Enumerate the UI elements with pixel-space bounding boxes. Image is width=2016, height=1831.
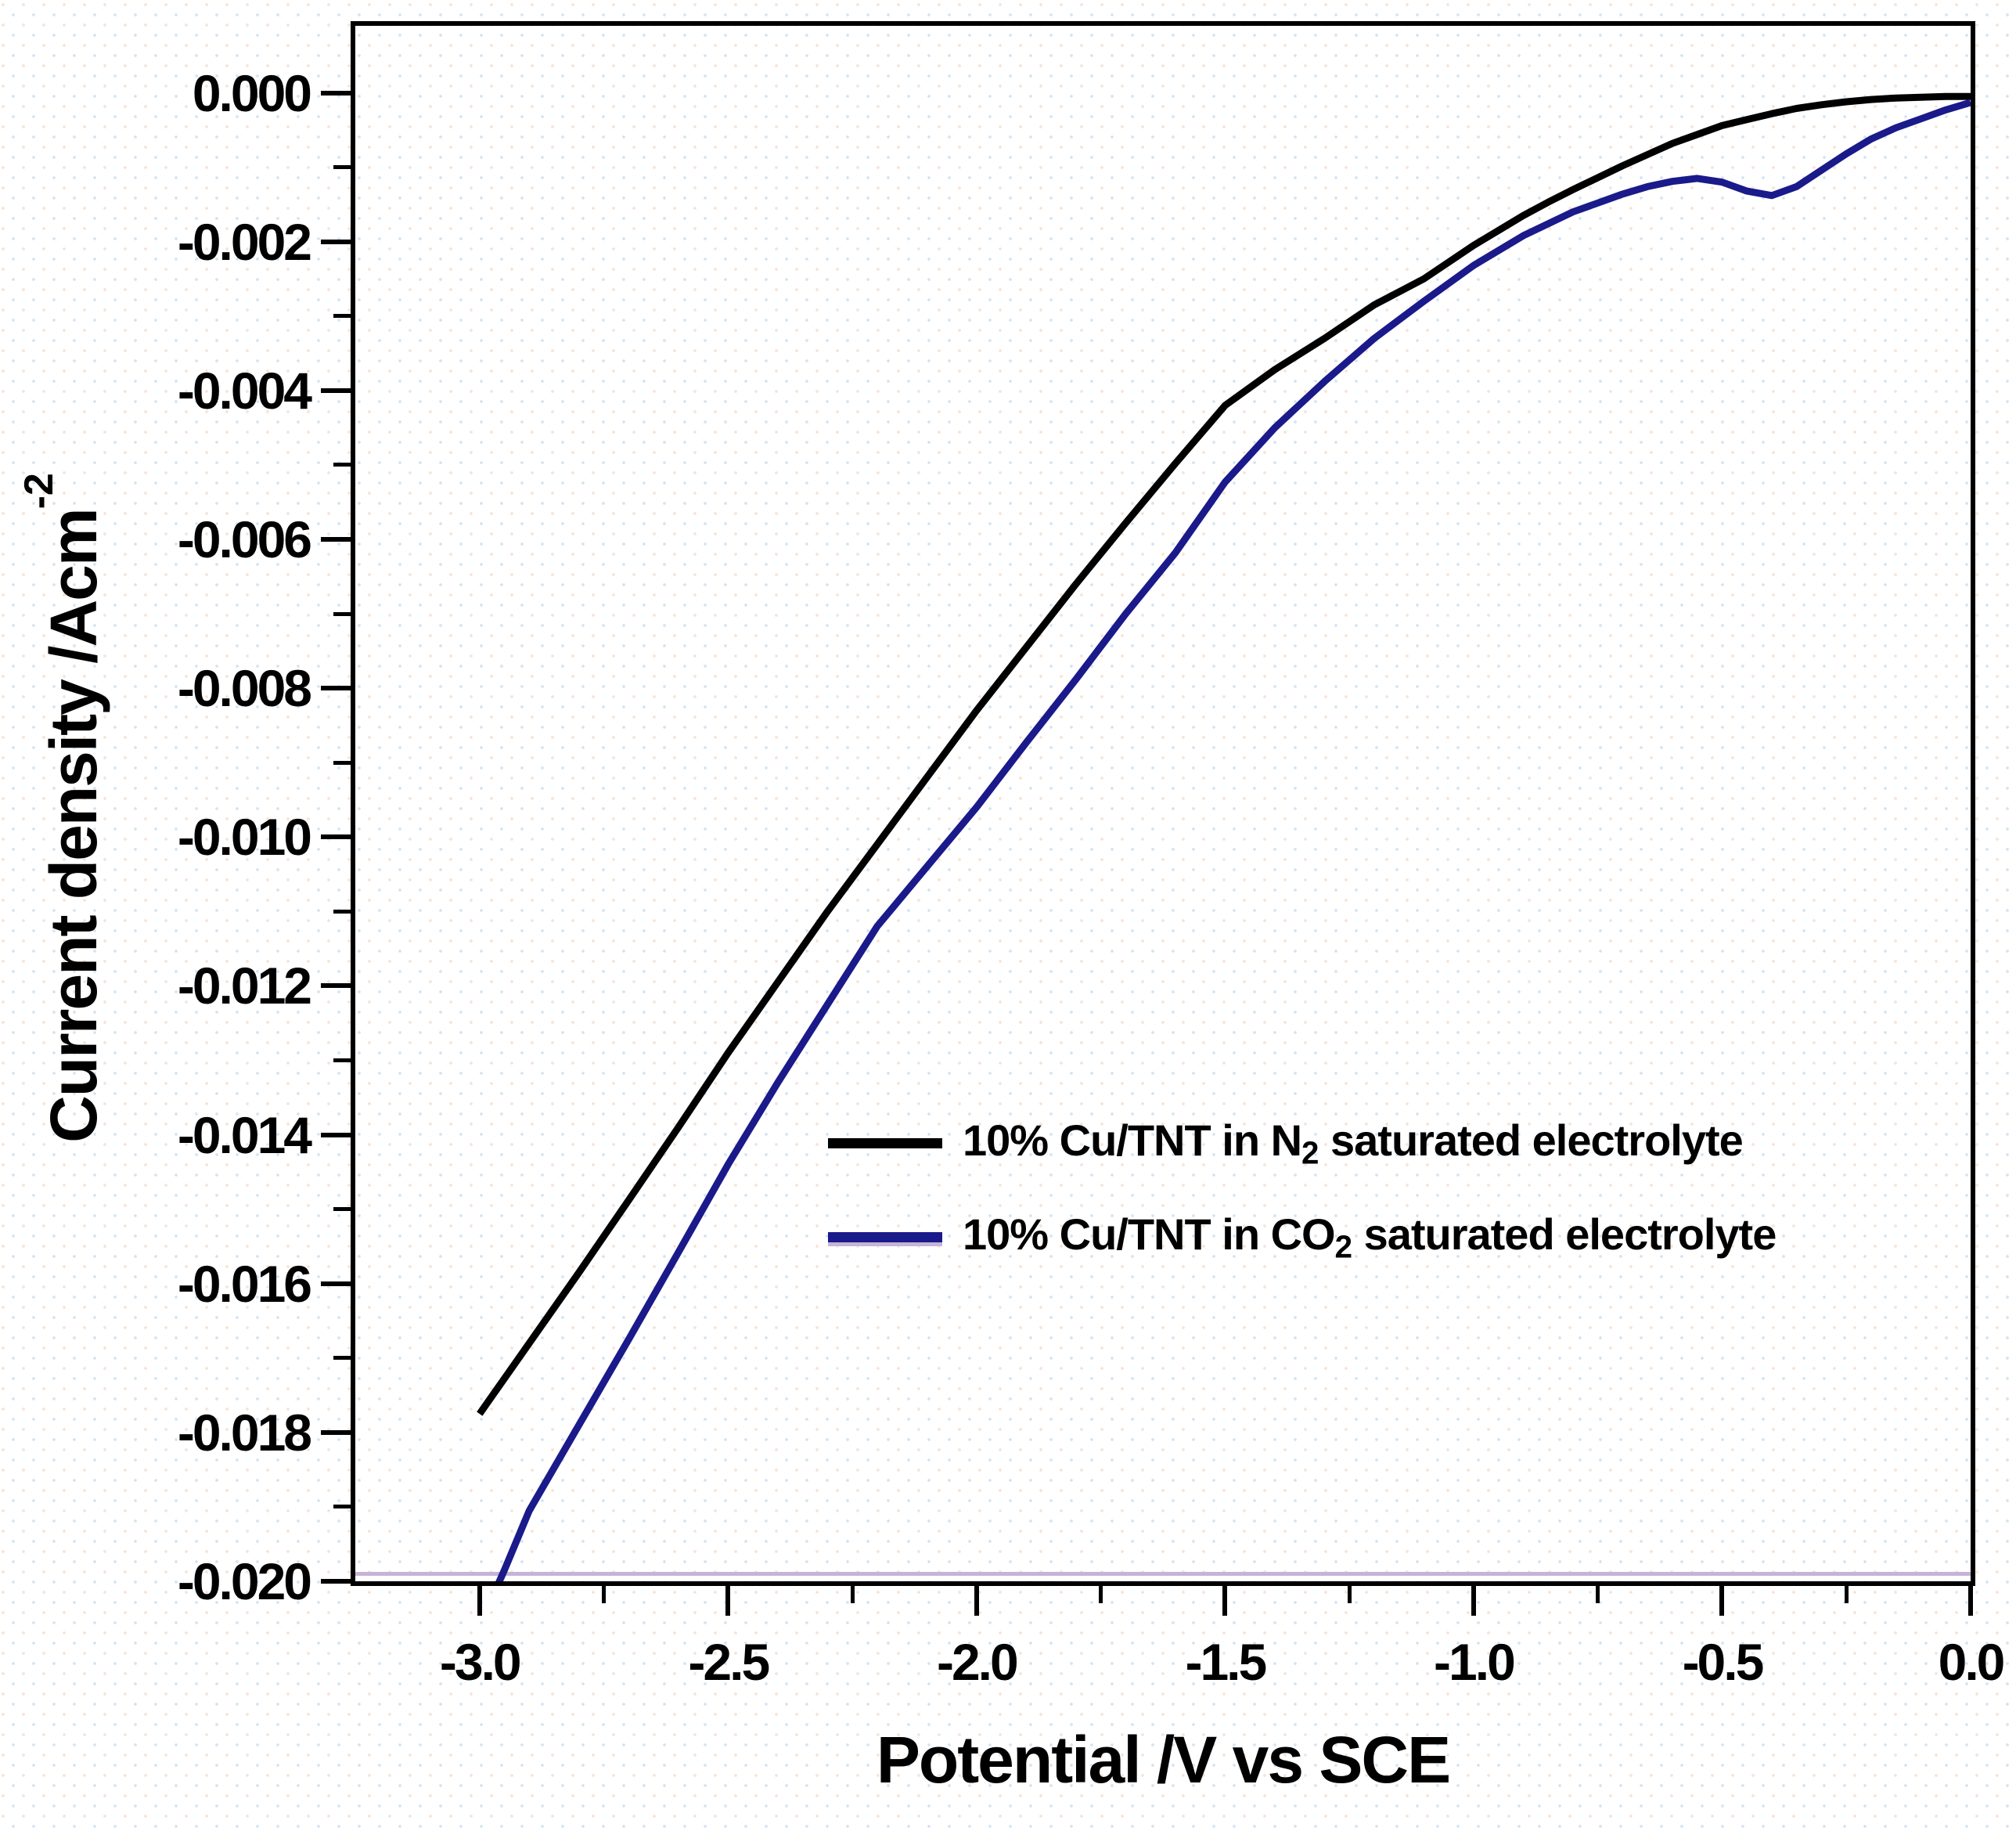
y-tick-label: 0.000 [192, 63, 312, 122]
y-axis-minor-tick [333, 463, 351, 467]
x-tick-label: -2.0 [936, 1633, 1019, 1691]
y-axis-minor-tick [333, 760, 351, 765]
y-axis-major-tick [321, 1132, 351, 1137]
x-axis-major-tick [1968, 1586, 1973, 1616]
x-tick-label: -0.5 [1682, 1633, 1765, 1691]
x-axis-minor-tick [850, 1586, 855, 1603]
y-tick-label: -0.012 [177, 957, 312, 1015]
x-axis-major-tick [725, 1586, 731, 1616]
y-axis-major-tick [321, 983, 351, 989]
y-axis-minor-tick [333, 1058, 351, 1062]
chart-canvas [355, 92, 1971, 1581]
y-axis-major-tick [321, 834, 351, 840]
x-axis-major-tick [477, 1586, 482, 1616]
legend-item-n2: 10% Cu/TNT in N2 saturated electrolyte [828, 1096, 1776, 1190]
legend-label-co2: 10% Cu/TNT in CO2 saturated electrolyte [963, 1209, 1777, 1265]
y-axis-major-tick [321, 90, 351, 96]
legend-label-co2-sub: 2 [1334, 1228, 1353, 1265]
y-axis-title-superscript: -2 [16, 473, 62, 510]
y-axis-major-tick [321, 686, 351, 691]
y-axis-major-tick [321, 239, 351, 244]
x-axis-major-tick [1719, 1586, 1725, 1616]
legend-label-co2-prefix: 10% Cu/TNT in CO [963, 1209, 1336, 1259]
series-line-n2 [477, 92, 1971, 1416]
x-tick-label: 0.0 [1938, 1633, 2006, 1691]
y-axis-minor-tick [333, 909, 351, 914]
y-tick-label: -0.014 [177, 1105, 312, 1164]
x-tick-label: -1.0 [1434, 1633, 1516, 1691]
legend-label-n2-suffix: saturated electrolyte [1319, 1115, 1744, 1165]
y-tick-label: -0.006 [177, 510, 312, 568]
y-axis-minor-tick [333, 314, 351, 319]
y-axis-major-tick [321, 1281, 351, 1286]
x-axis-minor-tick [602, 1586, 607, 1603]
y-axis-minor-tick [333, 1356, 351, 1361]
y-axis-major-tick [321, 1429, 351, 1435]
x-axis-major-tick [974, 1586, 979, 1616]
y-tick-label: -0.002 [177, 212, 312, 271]
x-axis-minor-tick [1844, 1586, 1849, 1603]
y-tick-label: -0.020 [177, 1552, 312, 1610]
y-tick-label: -0.008 [177, 659, 312, 718]
x-axis-major-tick [1471, 1586, 1476, 1616]
y-axis-major-tick [321, 1579, 351, 1584]
x-axis-title-text: Potential /V vs SCE [876, 1723, 1451, 1797]
x-tick-label: -2.5 [688, 1633, 770, 1691]
y-tick-label: -0.004 [177, 361, 312, 420]
legend-label-n2-sub: 2 [1301, 1134, 1319, 1171]
x-axis-minor-tick [1347, 1586, 1352, 1603]
x-axis-major-tick [1222, 1586, 1228, 1616]
y-axis-minor-tick [333, 611, 351, 616]
legend-label-n2-prefix: 10% Cu/TNT in N [963, 1115, 1302, 1165]
y-axis-minor-tick [333, 1207, 351, 1212]
legend-label-co2-suffix: saturated electrolyte [1352, 1209, 1777, 1259]
x-tick-label: -1.5 [1185, 1633, 1268, 1691]
y-axis-major-tick [321, 387, 351, 393]
x-axis-minor-tick [1596, 1586, 1600, 1603]
y-tick-label: -0.010 [177, 808, 312, 867]
y-axis-major-tick [321, 536, 351, 542]
y-axis-minor-tick [333, 165, 351, 170]
y-axis-minor-tick [333, 1505, 351, 1509]
y-tick-label: -0.018 [177, 1403, 312, 1462]
plot-area [351, 21, 1975, 1586]
x-axis-minor-tick [1099, 1586, 1103, 1603]
legend: 10% Cu/TNT in N2 saturated electrolyte 1… [828, 1096, 1777, 1284]
y-tick-label: -0.016 [177, 1254, 312, 1313]
legend-swatch-co2 [828, 1231, 942, 1242]
legend-item-co2: 10% Cu/TNT in CO2 saturated electrolyte [828, 1190, 1777, 1284]
x-tick-label: -3.0 [439, 1633, 522, 1691]
legend-swatch-n2 [828, 1137, 942, 1148]
x-axis-title: Potential /V vs SCE [380, 1721, 1946, 1799]
series-line-co2 [495, 99, 1971, 1581]
legend-label-n2: 10% Cu/TNT in N2 saturated electrolyte [963, 1115, 1744, 1171]
